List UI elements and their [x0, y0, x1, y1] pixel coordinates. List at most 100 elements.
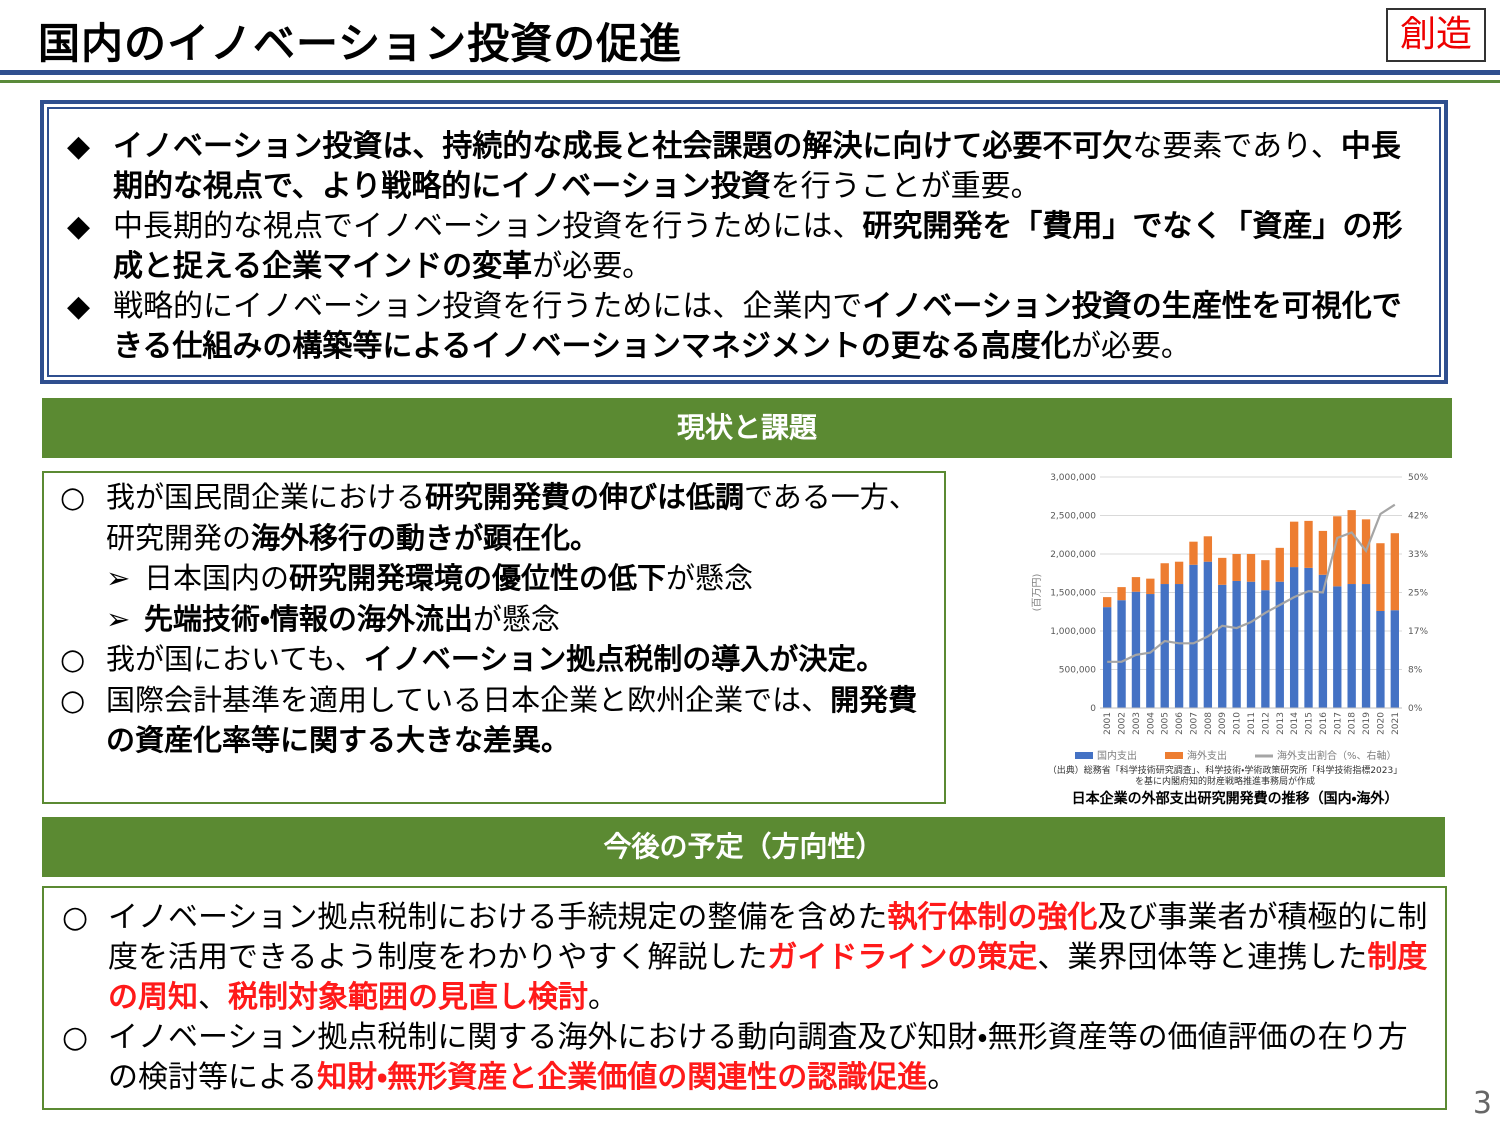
list-item: ◆ 中長期的な視点でイノベーション投資を行うためには、研究開発を「費用」でなく「資… — [67, 207, 1425, 287]
text-segment: 開発費の資産化率等に関する大きな差異。 — [106, 682, 918, 758]
list-item: ➢ 先端技術・情報の海外流出が懸念 — [60, 599, 926, 640]
bar — [1203, 561, 1213, 708]
text-segment: 制度の周知 — [108, 940, 1428, 1015]
legend-label: 海外支出割合（%、右軸） — [1277, 749, 1397, 762]
bar — [1318, 530, 1328, 575]
text-segment: ガイドラインの策定 — [767, 940, 1038, 975]
bar — [1289, 521, 1299, 568]
y-tick-label: 0 — [1090, 704, 1096, 714]
x-tick-label: 2001 — [1103, 712, 1113, 735]
list-item: ○ 国際会計基準を適用している日本企業と欧州企業では、開発費の資産化率等に関する大… — [60, 680, 926, 761]
bar — [1289, 567, 1299, 708]
y2-tick-label: 50% — [1408, 473, 1428, 483]
badge: 創造 — [1385, 8, 1486, 62]
bar — [1275, 547, 1284, 582]
bullet-marker: ○ — [62, 1020, 89, 1055]
bullet-marker: ◆ — [67, 289, 91, 324]
x-tick-label: 2017 — [1333, 712, 1343, 735]
y-tick-label: 1,000,000 — [1050, 627, 1096, 637]
bar — [1160, 563, 1169, 585]
x-tick-label: 2007 — [1189, 712, 1199, 735]
text-segment: 中長期的な視点でイノベーション投資を行うためには、 — [113, 209, 863, 244]
plan-box: ○ イノベーション拠点税制における手続規定の整備を含めた執行体制の強化及び事業者が… — [42, 886, 1447, 1110]
text-segment: 、業界団体等と連携した — [1037, 940, 1368, 975]
text-segment: 中長期的な視点で、より戦略的にイノベーション投資 — [113, 129, 1401, 204]
bar — [1333, 516, 1342, 587]
text-segment: イノベーション投資は、持続的な成長と社会課題の解決に向けて必要不可欠 — [113, 129, 1133, 164]
x-tick-label: 2021 — [1391, 712, 1401, 735]
legend-swatch — [1075, 752, 1093, 759]
list-item: ➢ 日本国内の研究開発環境の優位性の低下が懸念 — [60, 558, 926, 599]
text-segment: 海外移行の動きが顕在化。 — [251, 520, 600, 555]
summary-list: ◆ イノベーション投資は、持続的な成長と社会課題の解決に向けて必要不可欠な要素であ… — [47, 107, 1441, 377]
y-tick-label: 2,500,000 — [1050, 512, 1096, 522]
bar — [1146, 594, 1155, 708]
text-segment: イノベーション拠点税制における手続規定の整備を含めた — [108, 900, 888, 935]
legend-label: 国内支出 — [1097, 749, 1137, 762]
list-item: ◆ 戦略的にイノベーション投資を行うためには、企業内でイノベーション投資の生産性を… — [67, 287, 1425, 367]
text-segment: を行うことが重要。 — [770, 169, 1041, 204]
x-tick-label: 2015 — [1305, 712, 1315, 735]
x-tick-label: 2020 — [1376, 712, 1386, 735]
bar — [1390, 610, 1399, 708]
text-segment: が必要。 — [1070, 329, 1191, 364]
x-tick-label: 2010 — [1233, 712, 1243, 735]
item-text: イノベーション拠点税制における手続規定の整備を含めた執行体制の強化及び事業者が積… — [108, 898, 1431, 1018]
bullet-marker: ○ — [60, 480, 86, 514]
item-text: 日本国内の研究開発環境の優位性の低下が懸念 — [144, 558, 753, 599]
bar — [1318, 574, 1328, 708]
x-tick-label: 2009 — [1218, 712, 1228, 735]
text-segment: 研究開発環境の優位性の低下 — [289, 561, 667, 595]
x-tick-label: 2016 — [1319, 712, 1329, 735]
bar — [1304, 567, 1313, 708]
rule — [0, 80, 1500, 83]
rule — [0, 70, 1500, 75]
bar — [1333, 586, 1342, 708]
text-segment: 国際会計基準を適用している日本企業と欧州企業では、 — [106, 682, 831, 717]
x-tick-label: 2002 — [1118, 712, 1128, 735]
bar — [1232, 580, 1241, 708]
list-item: ◆ イノベーション投資は、持続的な成長と社会課題の解決に向けて必要不可欠な要素であ… — [67, 127, 1425, 207]
line-series — [1107, 503, 1396, 663]
text-segment: 。 — [588, 980, 618, 1015]
x-tick-label: 2005 — [1161, 712, 1171, 735]
bar — [1103, 597, 1112, 608]
legend-label: 海外支出 — [1187, 749, 1227, 762]
bar — [1246, 581, 1256, 708]
chart: 0 500,000 1,000,000 1,500,000 2,000,000 2,500… — [1031, 473, 1428, 807]
y-tick-label: 1,500,000 — [1050, 589, 1096, 599]
bullet-marker: ◆ — [67, 209, 91, 244]
bar — [1117, 600, 1126, 708]
y2-tick-label: 42% — [1408, 511, 1428, 521]
item-text: 我が国においても、イノベーション拠点税制の導入が決定。 — [106, 639, 885, 680]
bullet-marker: ○ — [60, 642, 86, 676]
y-tick-label: 500,000 — [1059, 666, 1096, 676]
x-tick-label: 2003 — [1132, 712, 1142, 735]
x-tick-label: 2013 — [1276, 712, 1286, 735]
text-segment: 研究開発費の伸びは低調 — [425, 480, 745, 514]
section-heading: 現状と課題 — [42, 398, 1452, 458]
x-tick-label: 2011 — [1247, 712, 1257, 735]
x-tick-label: 2014 — [1290, 712, 1300, 735]
bar — [1203, 536, 1213, 562]
text-segment: イノベーション投資の生産性を可視化できる仕組みの構築等によるイノベーションマネジ… — [113, 289, 1402, 364]
bar — [1376, 610, 1385, 708]
item-text: 戦略的にイノベーション投資を行うためには、企業内でイノベーション投資の生産性を可… — [113, 287, 1425, 367]
list-item: ○ イノベーション拠点税制に関する海外における動向調査及び知財・無形資産等の価値評… — [62, 1018, 1431, 1098]
bullet-marker: ➢ — [106, 601, 131, 636]
text-segment: イノベーション拠点税制の導入が決定。 — [363, 642, 886, 676]
item-text: イノベーション拠点税制に関する海外における動向調査及び知財・無形資産等の価値評価… — [108, 1018, 1431, 1098]
bar — [1361, 584, 1371, 708]
bar — [1246, 554, 1256, 582]
bar — [1160, 584, 1169, 708]
y2-tick-label: 25% — [1408, 589, 1428, 599]
text-segment: 我が国においても、 — [106, 642, 364, 676]
bar — [1218, 584, 1227, 708]
x-tick-label: 2012 — [1261, 712, 1271, 735]
section-heading: 今後の予定（方向性） — [42, 817, 1445, 877]
list-item: ○ 我が国においても、イノベーション拠点税制の導入が決定。 — [60, 639, 926, 680]
text-segment: 我が国民間企業における — [106, 480, 426, 514]
y2-tick-label: 33% — [1408, 550, 1428, 560]
text-segment: 執行体制の強化 — [887, 900, 1098, 935]
bar — [1174, 584, 1184, 708]
